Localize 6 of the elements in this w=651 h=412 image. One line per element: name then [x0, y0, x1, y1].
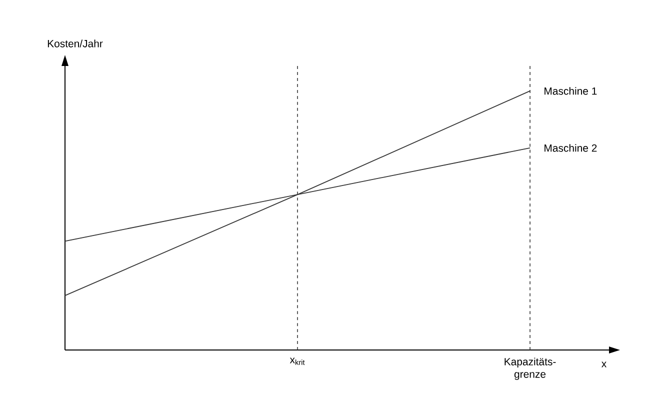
x-tick-label: Kapazitäts- grenze: [504, 358, 556, 380]
series-label: Maschine 1: [544, 87, 597, 95]
y-axis-title: Kosten/Jahr: [48, 40, 103, 48]
x-axis-title: x: [602, 362, 606, 368]
x-tick-label: x$_{krit}$: [290, 358, 305, 365]
series-label: Maschine 2: [544, 144, 597, 152]
